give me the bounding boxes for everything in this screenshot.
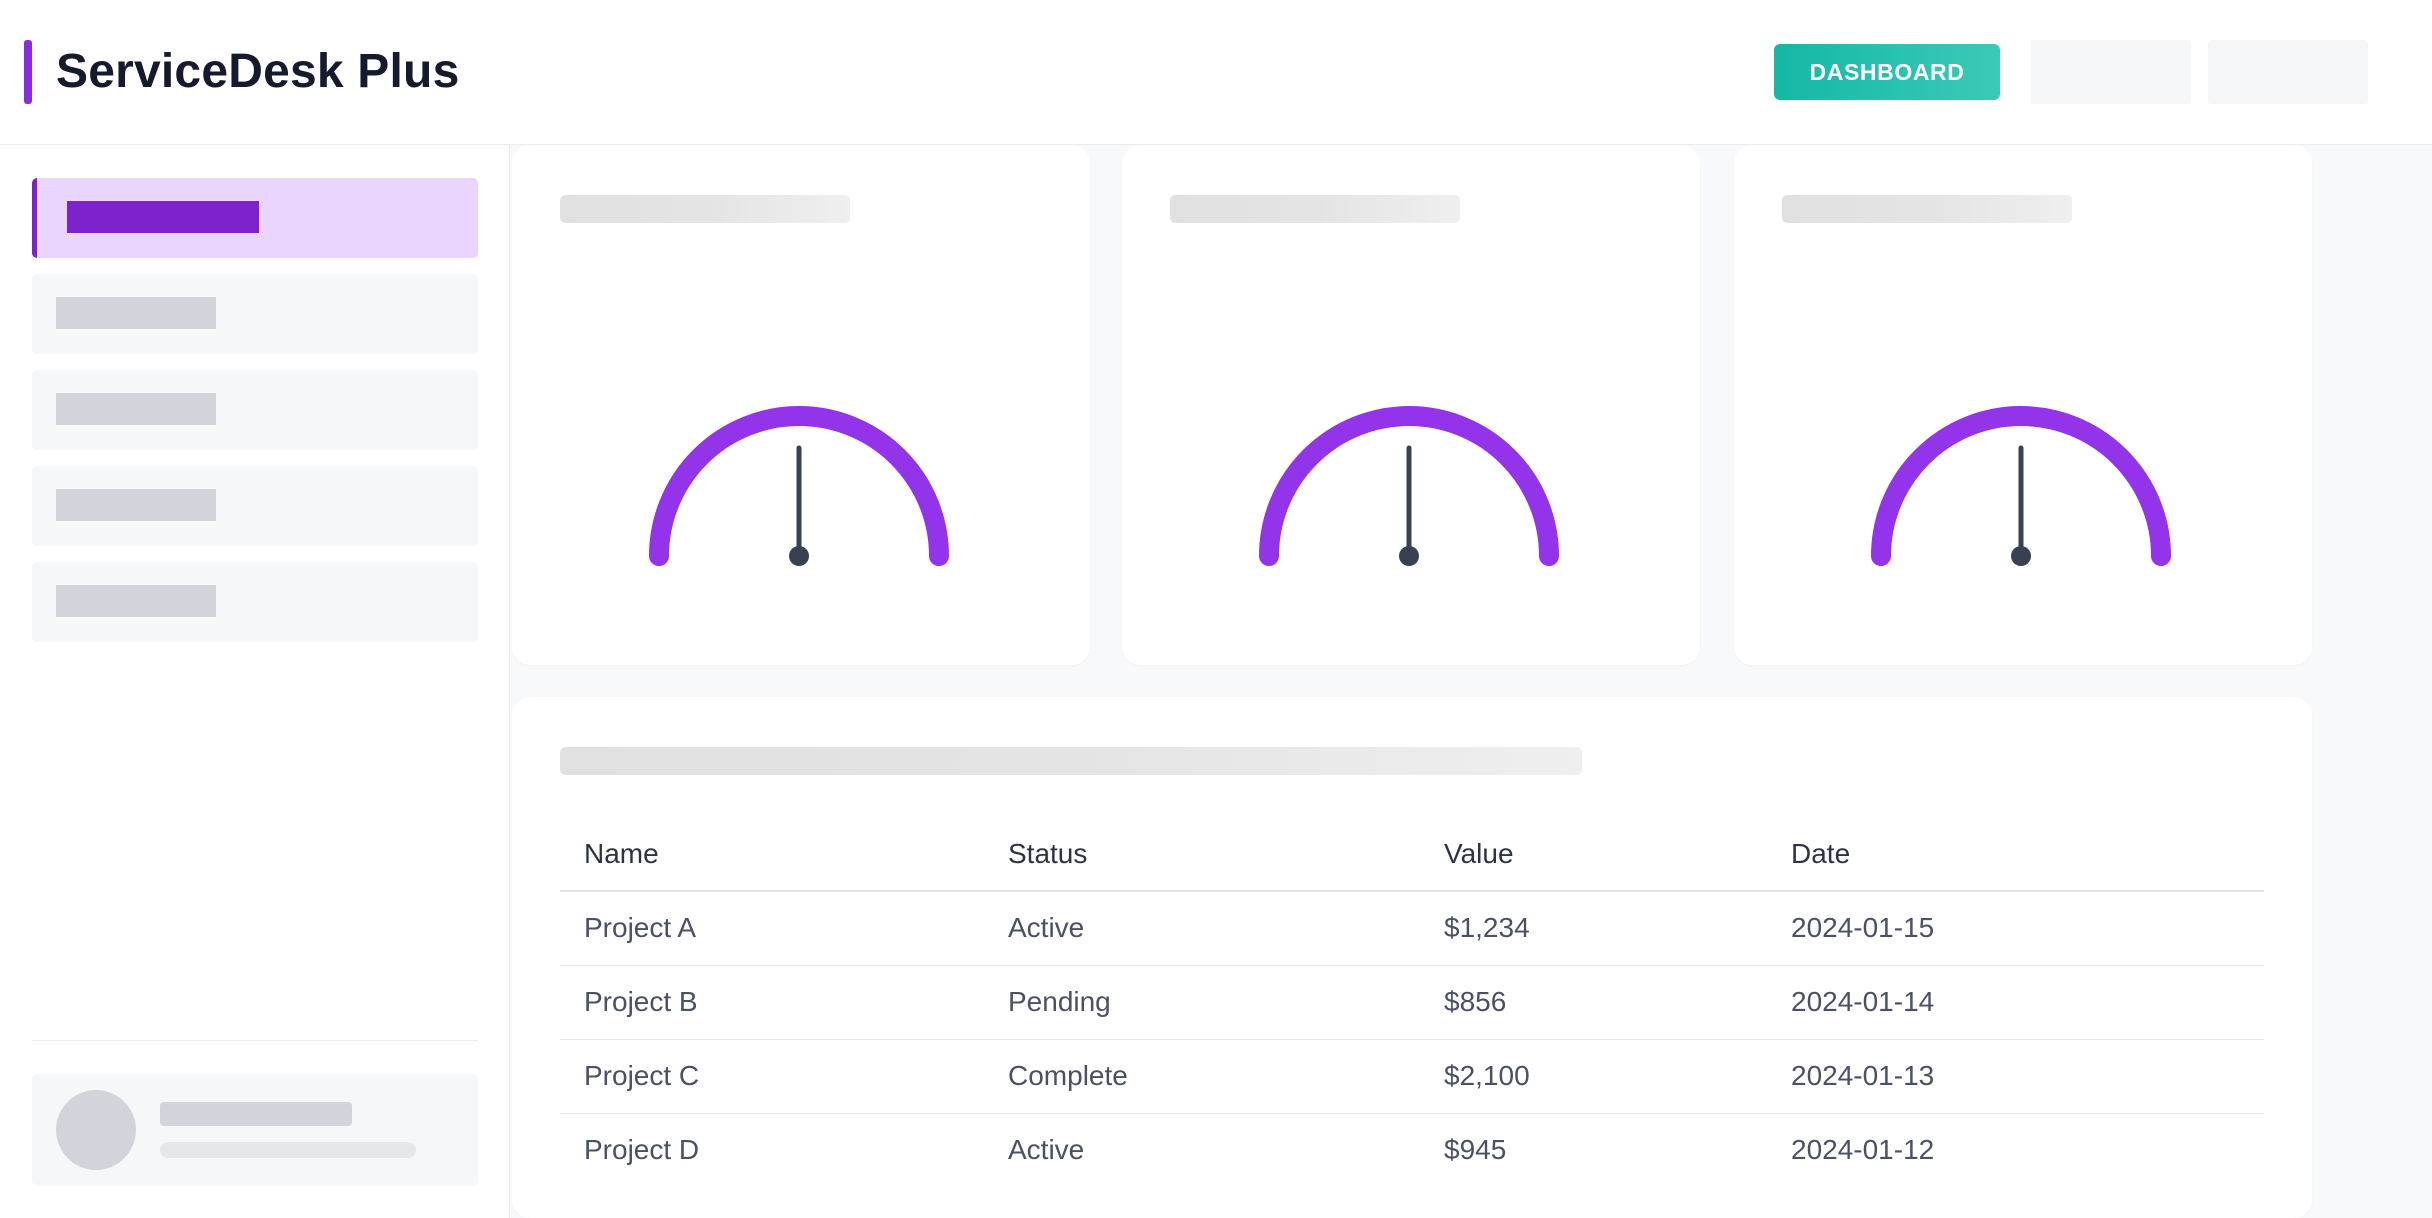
sidebar-item-2[interactable] (32, 274, 478, 354)
table-title-placeholder (560, 747, 1582, 775)
data-table: Name Status Value Date Project A Active … (560, 817, 2264, 1187)
gauge-card-1 (512, 145, 1090, 665)
cell-date: 2024-01-13 (1767, 1039, 2264, 1114)
card-title-placeholder (1782, 195, 2072, 223)
card-title-placeholder (1170, 195, 1460, 223)
user-role-placeholder (160, 1142, 416, 1158)
table-row[interactable]: Project D Active $945 2024-01-12 (560, 1113, 2264, 1187)
column-header-status[interactable]: Status (984, 817, 1420, 892)
sidebar-divider (32, 1040, 478, 1041)
cell-name: Project B (560, 965, 984, 1040)
column-header-name[interactable]: Name (560, 817, 984, 892)
app-title: ServiceDesk Plus (56, 45, 460, 98)
cell-status: Active (984, 891, 1420, 966)
cell-date: 2024-01-15 (1767, 891, 2264, 966)
sidebar-item-label-placeholder (56, 393, 216, 425)
cell-value: $1,234 (1420, 891, 1767, 966)
cell-date: 2024-01-12 (1791, 1134, 1935, 1166)
dashboard-button[interactable]: DASHBOARD (1774, 44, 2000, 100)
gauge-arc (1259, 406, 1559, 566)
table-card: Name Status Value Date Project A Active … (512, 697, 2312, 1218)
column-header-value[interactable]: Value (1420, 817, 1767, 892)
cell-status: Complete (984, 1039, 1420, 1114)
sidebar-item-5[interactable] (32, 562, 478, 642)
gauge-arc (1871, 406, 2171, 566)
top-header: ServiceDesk Plus DASHBOARD (0, 0, 2432, 145)
cell-value: $2,100 (1420, 1039, 1767, 1114)
table-header-row: Name Status Value Date (560, 817, 2264, 892)
gauge-hub (789, 546, 809, 566)
gauge-arc (649, 406, 949, 566)
table-row[interactable]: Project B Pending $856 2024-01-14 (560, 965, 2264, 1040)
card-title-placeholder (560, 195, 850, 223)
cell-name: Project C (560, 1039, 984, 1114)
sidebar-item-label-placeholder (56, 297, 216, 329)
user-profile-card[interactable] (32, 1074, 478, 1186)
cell-date: 2024-01-14 (1767, 965, 2264, 1040)
gauge-icon (1871, 406, 2171, 566)
gauge-card-3 (1734, 145, 2312, 665)
gauge-card-2 (1122, 145, 1700, 665)
gauge-icon (649, 406, 949, 566)
table-row[interactable]: Project A Active $1,234 2024-01-15 (560, 891, 2264, 966)
header-action-placeholder-1[interactable] (2031, 40, 2191, 104)
table-row[interactable]: Project C Complete $2,100 2024-01-13 (560, 1039, 2264, 1114)
brand-accent-bar (24, 40, 32, 104)
cell-name: Project A (560, 891, 984, 966)
sidebar-item-active[interactable] (32, 178, 478, 258)
cell-name: Project D (584, 1134, 700, 1166)
cell-status: Active (1008, 1134, 1085, 1166)
user-name-placeholder (160, 1102, 352, 1126)
sidebar-item-3[interactable] (32, 370, 478, 450)
sidebar (0, 145, 510, 1218)
cell-status: Pending (984, 965, 1420, 1040)
column-header-date[interactable]: Date (1767, 817, 2264, 892)
sidebar-item-4[interactable] (32, 466, 478, 546)
sidebar-item-label-placeholder (56, 489, 216, 521)
cell-value: $945 (1444, 1134, 1507, 1166)
header-action-placeholder-2[interactable] (2208, 40, 2368, 104)
gauge-hub (1399, 546, 1419, 566)
gauge-hub (2011, 546, 2031, 566)
avatar (56, 1090, 136, 1170)
gauge-icon (1259, 406, 1559, 566)
cell-value: $856 (1420, 965, 1767, 1040)
sidebar-item-label-placeholder (67, 201, 259, 233)
sidebar-item-label-placeholder (56, 585, 216, 617)
